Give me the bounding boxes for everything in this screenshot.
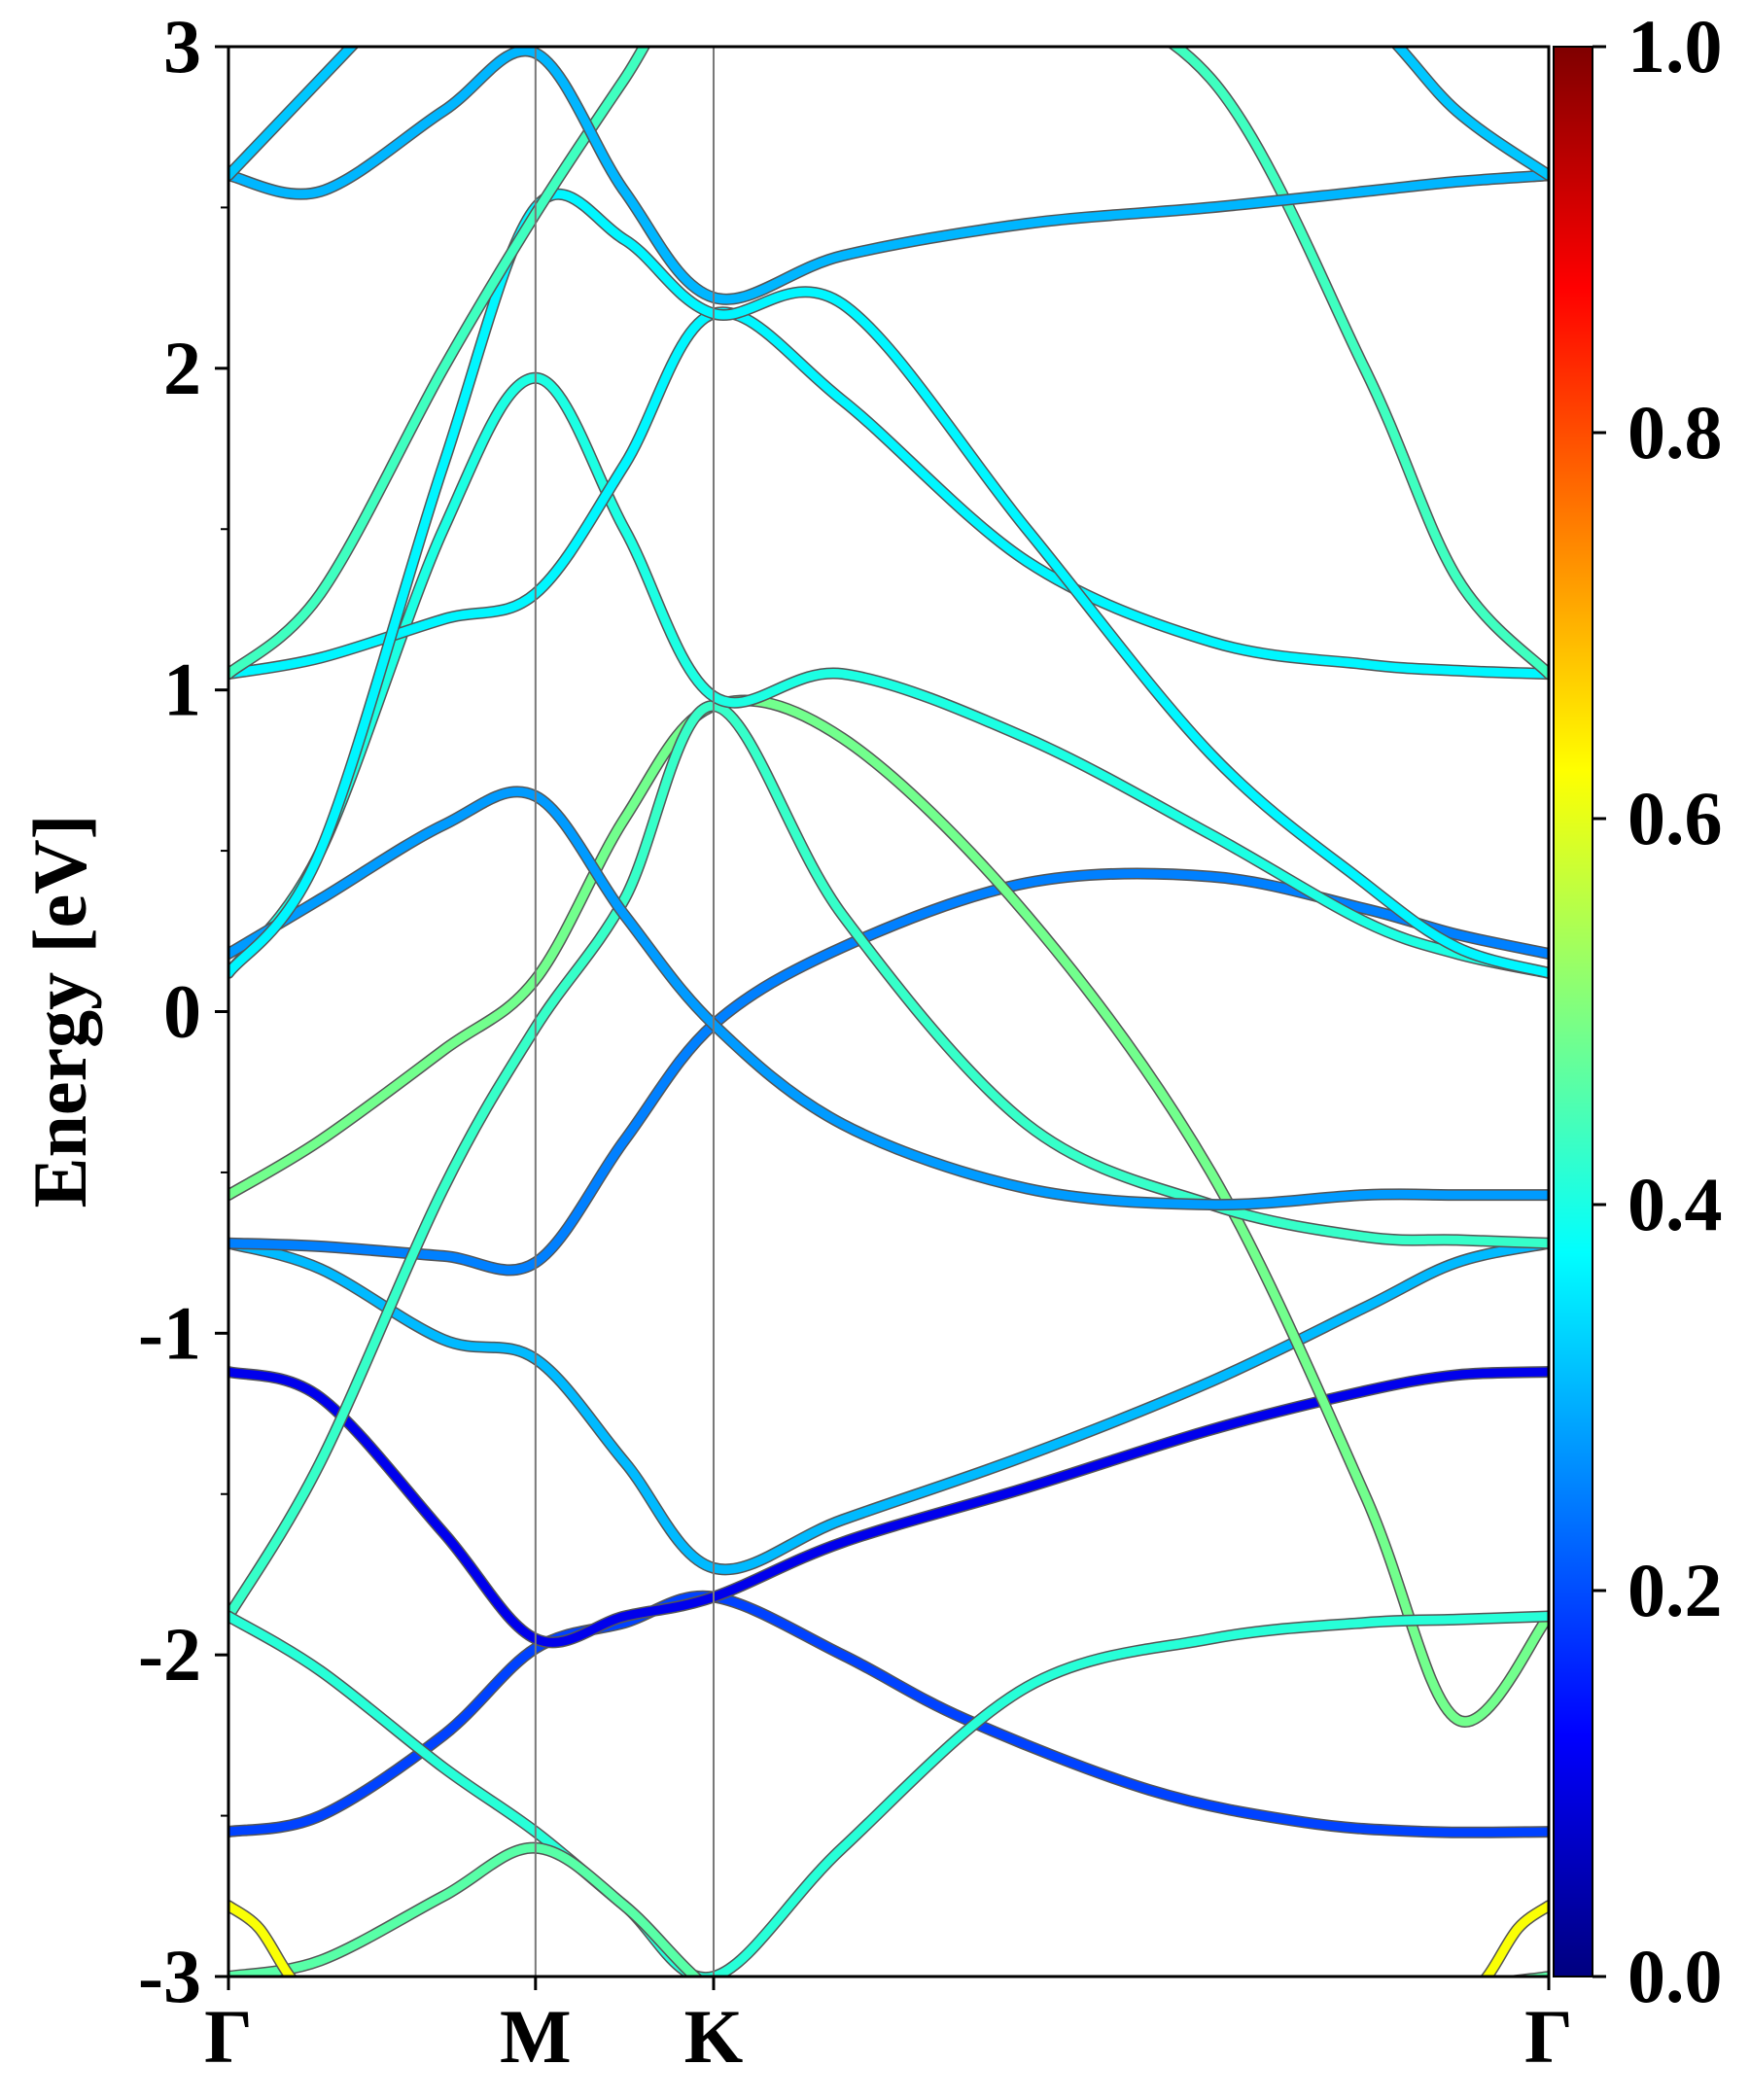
band-6-outline [228, 700, 1549, 1623]
band-12-outline [228, 47, 1549, 305]
y-tick-label: 3 [163, 4, 201, 88]
band-14-outline [228, 1610, 1549, 1977]
colorbar-tick-label: 0.8 [1628, 390, 1723, 474]
band-16 [228, 1900, 298, 1977]
y-tick-label: -3 [138, 1934, 201, 2018]
band-2 [228, 1366, 1549, 1649]
band-12-line [228, 47, 1549, 304]
band-14 [228, 1610, 1549, 1977]
x-tick-label: Γ [204, 1994, 253, 2079]
band-12 [228, 47, 1549, 305]
band-7 [228, 371, 1549, 979]
band-17-line [1482, 1901, 1549, 1977]
band-lines [228, 47, 1549, 1977]
band-11 [228, 47, 1549, 681]
colorbar-ticks: 0.0 0.2 0.4 0.6 0.8 1.0 [1592, 4, 1723, 2018]
band-13-outline [228, 47, 1549, 182]
band-17 [1480, 1900, 1549, 1977]
band-8 [228, 786, 1549, 1211]
band-11-line [228, 47, 1549, 679]
band-15-line [228, 1843, 1549, 1977]
band-6 [228, 700, 1549, 1623]
band-5 [228, 694, 1549, 1728]
band-9-line [228, 307, 1549, 679]
band-2-line [228, 1367, 1549, 1647]
band-14-line [228, 1612, 1549, 1977]
band-16-line [228, 1901, 296, 1977]
y-tick-label: -2 [138, 1612, 201, 1697]
colorbar-tick-label: 1.0 [1628, 4, 1723, 88]
y-tick-label: 0 [163, 969, 201, 1054]
band-1 [228, 1590, 1549, 1838]
y-tick-label: 1 [163, 648, 201, 732]
colorbar-tick-label: 0.0 [1628, 1934, 1723, 2018]
y-axis: -3 -2 -1 0 1 2 3 [138, 4, 228, 2018]
band-9 [228, 306, 1549, 681]
x-tick-label: K [684, 1994, 744, 2079]
band-13-line [228, 47, 1549, 180]
band-1-line [228, 1592, 1549, 1838]
band-15 [228, 1841, 1549, 1977]
band-7-outline [228, 371, 1549, 979]
band-4-line [228, 868, 1549, 1275]
colorbar-tick-label: 0.6 [1628, 776, 1723, 860]
band-15-outline [228, 1841, 1549, 1977]
y-tick-label: -1 [138, 1290, 201, 1375]
x-tick-label: M [500, 1994, 572, 2079]
colorbar-gradient [1553, 46, 1593, 1978]
band-10 [228, 188, 1549, 979]
band-5-line [228, 696, 1549, 1727]
band-8-line [228, 787, 1549, 1209]
band-10-line [228, 190, 1549, 978]
band-4 [228, 867, 1549, 1277]
x-tick-label: Γ [1524, 1994, 1573, 2079]
band-6-line [228, 701, 1549, 1621]
band-7-line [228, 373, 1549, 978]
band-3-line [228, 1239, 1549, 1574]
y-tick-label: 2 [163, 326, 201, 410]
band-13 [228, 47, 1549, 182]
colorbar: 0.0 0.2 0.4 0.6 0.8 1.0 [1553, 4, 1723, 2018]
colorbar-tick-label: 0.2 [1628, 1548, 1723, 1632]
band-3 [228, 1237, 1549, 1576]
k-point-dividers [534, 47, 715, 1977]
y-axis-title: Energy [eV] [18, 814, 102, 1208]
colorbar-tick-label: 0.4 [1628, 1162, 1723, 1246]
band-9-outline [228, 306, 1549, 681]
